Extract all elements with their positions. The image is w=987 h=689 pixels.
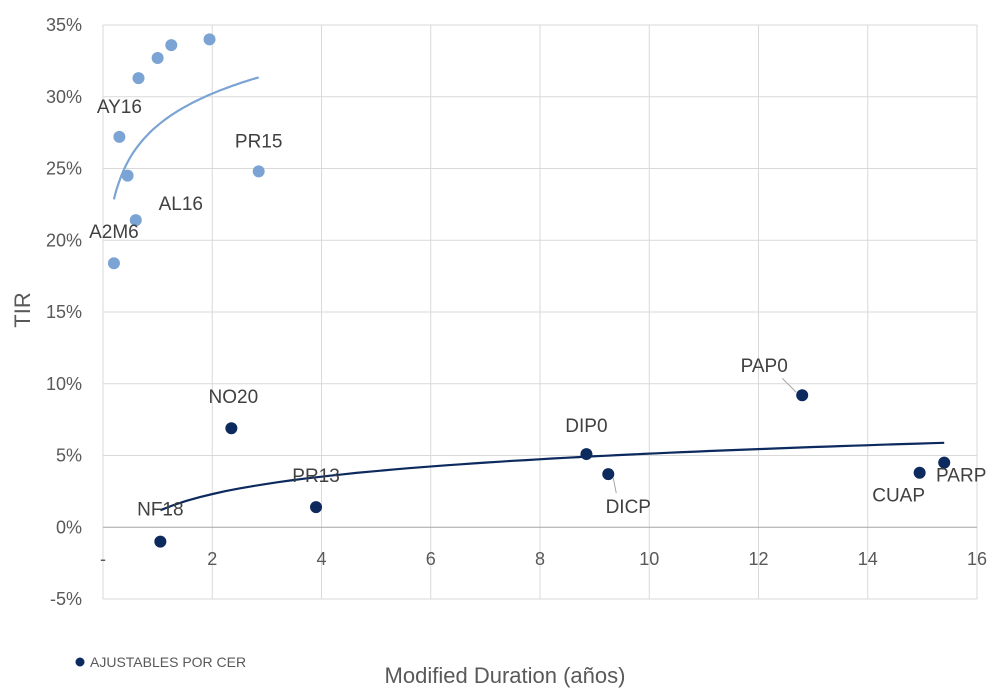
point-label: DICP <box>606 497 651 518</box>
x-tick-label: 16 <box>967 549 987 569</box>
x-axis-title: Modified Duration (años) <box>385 663 626 688</box>
point-label: DIP0 <box>565 416 607 437</box>
data-point <box>938 456 951 469</box>
data-point <box>121 169 134 182</box>
y-tick-label: 35% <box>46 15 82 35</box>
data-point <box>165 39 178 52</box>
point-label: AL16 <box>159 194 203 215</box>
data-point <box>602 468 615 481</box>
data-point <box>203 33 216 46</box>
x-tick-label: 6 <box>426 549 436 569</box>
trendline-series-0 <box>112 76 260 200</box>
point-label: A2M6 <box>89 222 139 243</box>
data-point <box>113 130 126 143</box>
y-tick-label: 5% <box>56 446 82 466</box>
y-tick-label: 10% <box>46 374 82 394</box>
y-tick-label: 30% <box>46 87 82 107</box>
data-point <box>252 165 265 178</box>
point-label: PR15 <box>235 131 283 152</box>
legend-entry: AJUSTABLES POR CER <box>90 654 246 670</box>
y-tick-label: 20% <box>46 230 82 250</box>
x-tick-label: 10 <box>639 549 659 569</box>
legend: AJUSTABLES POR CER <box>75 654 246 670</box>
data-point <box>913 466 926 479</box>
data-point <box>151 52 164 65</box>
trendline-layer <box>112 76 945 512</box>
axis-layer: - 2 4 6 8 10 12 14 16 -5% 0% 5% 10% 15% 20% 25% 30% 35% <box>46 15 987 609</box>
x-tick-label: 8 <box>535 549 545 569</box>
point-label: AY16 <box>97 97 142 118</box>
label-leader-line <box>612 478 617 494</box>
y-axis-title: TIR <box>10 292 35 327</box>
data-points-layer <box>107 33 951 548</box>
data-point <box>225 422 238 435</box>
point-label: NF18 <box>137 500 183 521</box>
y-tick-label: 0% <box>56 517 82 537</box>
point-label: PARP <box>936 466 986 487</box>
x-tick-label: 12 <box>748 549 768 569</box>
legend-marker <box>75 657 85 667</box>
y-tick-label: 15% <box>46 302 82 322</box>
grid-layer <box>102 24 978 600</box>
point-label: NO20 <box>209 387 259 408</box>
data-point <box>107 257 120 270</box>
point-label: PAP0 <box>741 356 788 377</box>
point-label: PR13 <box>292 466 340 487</box>
y-tick-label: -5% <box>50 589 82 609</box>
label-leader-line <box>781 377 797 393</box>
x-tick-label: 4 <box>316 549 326 569</box>
data-point <box>132 72 145 85</box>
x-tick-label: 14 <box>858 549 878 569</box>
point-labels-layer: A2M6 AY16 AL16 PR15 NF18 NO20 PR13 DIP0 DICP PAP0… <box>89 97 986 521</box>
point-label: CUAP <box>872 486 925 507</box>
x-tick-label: - <box>100 549 106 569</box>
data-point <box>580 448 593 461</box>
data-point <box>154 535 167 548</box>
data-point <box>796 389 809 402</box>
data-point <box>129 214 142 227</box>
x-tick-label: 2 <box>207 549 217 569</box>
data-point <box>310 501 323 514</box>
trendline-series-1 <box>159 441 945 512</box>
y-tick-label: 25% <box>46 159 82 179</box>
